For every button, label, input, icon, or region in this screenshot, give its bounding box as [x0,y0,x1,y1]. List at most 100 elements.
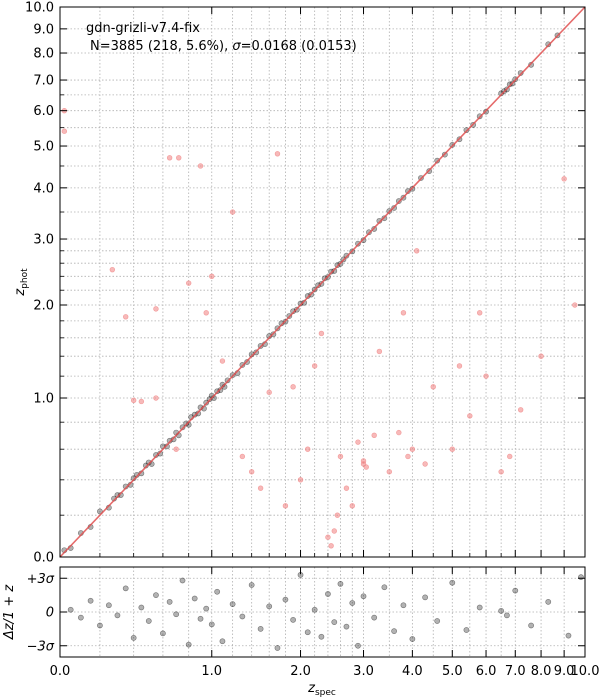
residual-point [371,614,378,621]
y-tick-label: 9.0 [33,22,54,37]
outlier-point [109,266,116,273]
residual-point [391,628,398,635]
outlier-point [318,330,325,337]
residual-point [325,591,331,597]
y-tick-label: 0.0 [33,551,54,566]
outlier-point [355,439,361,445]
residual-point [248,582,255,588]
outlier-point [209,273,215,280]
residual-point [145,618,152,624]
main-panel: 0.0 1.0 2.0 3.0 4.0 5.0 6.0 7.0 8.0 9.0 10.0 gdn-g… [13,1,586,566]
good-fit-point [343,252,350,259]
y-tick-label: 1.0 [33,392,54,407]
residual-point [257,625,264,632]
residual-y-tick-labels: +3σ 0 −3σ [27,572,55,655]
residual-point [476,604,483,611]
x-tick-label: 9.0 [554,664,575,679]
y-tick-label: 6.0 [33,104,54,119]
outlier-point [456,363,463,369]
y-tick-label: 2.0 [33,299,54,314]
good-fit-point [315,282,321,289]
outlier-point [409,446,416,452]
x-tick-label: 1.0 [201,664,222,679]
outlier-point [400,310,407,316]
outlier-point [305,446,311,452]
outlier-point [363,464,369,470]
outlier-point [297,477,304,483]
outlier-point [130,397,137,404]
outlier-point [507,453,513,460]
residual-point [282,596,289,603]
residual-point [512,587,519,594]
x-tick-label: 5.0 [442,664,463,679]
residual-point [578,574,584,581]
x-tick-label: 10.0 [571,664,600,679]
residual-y-tick-label: +3σ [27,572,55,587]
x-tick-labels: 0.0 1.0 2.0 3.0 4.0 5.0 6.0 7.0 8.0 9.010.0 [50,664,600,679]
good-fit-point [434,157,441,164]
annotation-statistics: N=3885 (218, 5.6%), σ=0.0168 (0.0153) [90,39,357,54]
residual-point [160,630,166,637]
outlier-point [476,310,483,316]
x-tick-label: 0.0 [50,664,71,679]
outlier-point [325,534,331,540]
outlier-point [405,453,411,460]
outlier-point [414,248,420,254]
outlier-point [61,128,68,134]
y-tick-label: 7.0 [33,74,54,89]
residual-point [422,594,429,601]
outlier-point [138,398,145,405]
outlier-point [376,348,383,355]
main-grid [60,7,585,557]
y-tick-label: 3.0 [33,233,54,248]
good-fit-point [528,61,535,68]
outlier-point [331,528,337,534]
good-fit-point [183,420,190,427]
residual-point [360,593,367,600]
outlier-point [173,446,179,452]
outlier-point [572,302,578,308]
x-tick-label: 6.0 [476,664,497,679]
residual-point [77,614,84,621]
good-fit-point [179,424,186,431]
outlier-point [123,314,129,320]
residual-point [274,645,281,651]
residual-point [337,580,344,587]
residual-point [318,633,325,640]
outlier-point [483,373,489,379]
x-tick-label: 2.0 [290,664,311,679]
residual-point [138,604,145,611]
outlier-point [334,512,341,518]
residual-point [504,612,510,619]
x-tick-label: 8.0 [531,664,552,679]
good-fit-point [166,437,173,444]
outlier-point [248,469,255,475]
x-tick-label: 4.0 [402,664,423,679]
good-fit-point [405,188,411,194]
outlier-point [371,432,377,438]
outlier-point [219,358,226,364]
outlier-point [282,503,289,509]
good-fit-point [545,41,552,48]
outlier-point [239,453,246,460]
outlier-point [197,163,204,169]
residual-point [498,607,505,614]
y-tick-label: 8.0 [33,47,54,62]
residual-point [239,613,246,620]
outlier-points [61,107,578,549]
residual-point [203,605,210,612]
main-y-axis-label: zphot [13,268,30,297]
main-plot-border [59,6,586,558]
main-ticks [59,6,586,558]
x-tick-label: 7.0 [505,664,526,679]
outlier-point [430,384,436,390]
outlier-point [185,280,192,286]
outlier-point [290,384,296,390]
outlier-point [517,407,524,413]
residual-point [197,615,204,622]
outlier-point [343,485,350,491]
residual-point [565,632,572,639]
residual-point [355,642,361,649]
outlier-point [153,395,159,401]
